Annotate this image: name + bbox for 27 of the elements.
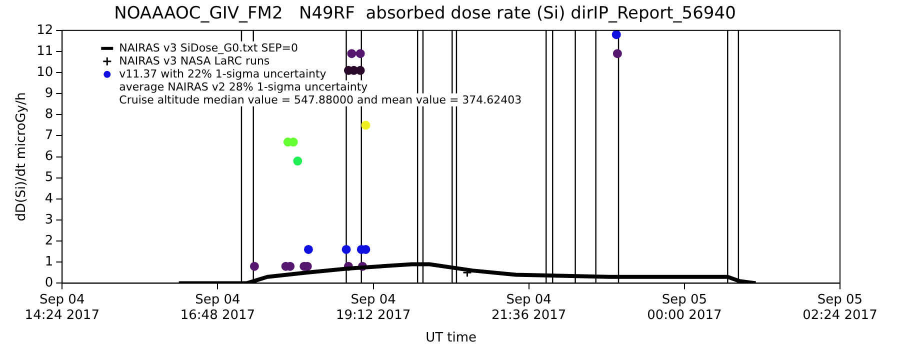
y-tick-label: 0 <box>44 276 54 291</box>
y-tick-label: 10 <box>36 64 54 80</box>
x-tick-label: Sep 05 00:00 2017 <box>647 292 722 323</box>
legend-label: NAIRAS v3 SiDose_G0.txt SEP=0 <box>119 41 298 54</box>
annotation: Cruise altitude median value = 547.88000 and mean value = 374.62403 <box>119 93 522 106</box>
annotation: average NAIRAS v2 28% 1-sigma uncertainty <box>119 80 368 94</box>
x-tick-label: Sep 05 02:24 2017 <box>802 292 878 323</box>
x-tick-label: Sep 04 16:48 2017 <box>180 292 256 323</box>
legend-label: NAIRAS v3 NASA LaRC runs <box>119 54 270 68</box>
y-tick-label: 4 <box>44 191 54 206</box>
x-tick-label: Sep 04 21:36 2017 <box>492 292 566 323</box>
y-tick-label: 2 <box>44 233 54 248</box>
y-tick-label: 7 <box>44 128 54 144</box>
y-tick-label: 9 <box>44 86 54 101</box>
x-tick-label: Sep 04 19:12 2017 <box>336 292 411 323</box>
y-tick-label: 5 <box>44 170 54 186</box>
y-tick-label: 1 <box>44 254 54 270</box>
legend-label: v11.37 with 22% 1-sigma uncertainty <box>119 67 327 80</box>
y-tick-label: 11 <box>36 44 54 59</box>
y-axis-title: dD(Si)/dt microGy/h <box>14 92 30 222</box>
y-tick-label: 8 <box>44 107 54 122</box>
chart-title: NOAAAOC_GIV_FM2 N49RF absorbed dose rate (Si) dirIP_Report_56940 <box>114 4 736 24</box>
x-tick-label: Sep 04 14:24 2017 <box>24 292 100 323</box>
y-tick-label: 6 <box>44 149 54 164</box>
x-axis-title: UT time <box>426 330 477 346</box>
y-tick-label: 3 <box>44 212 54 228</box>
y-tick-label: 12 <box>36 22 54 38</box>
